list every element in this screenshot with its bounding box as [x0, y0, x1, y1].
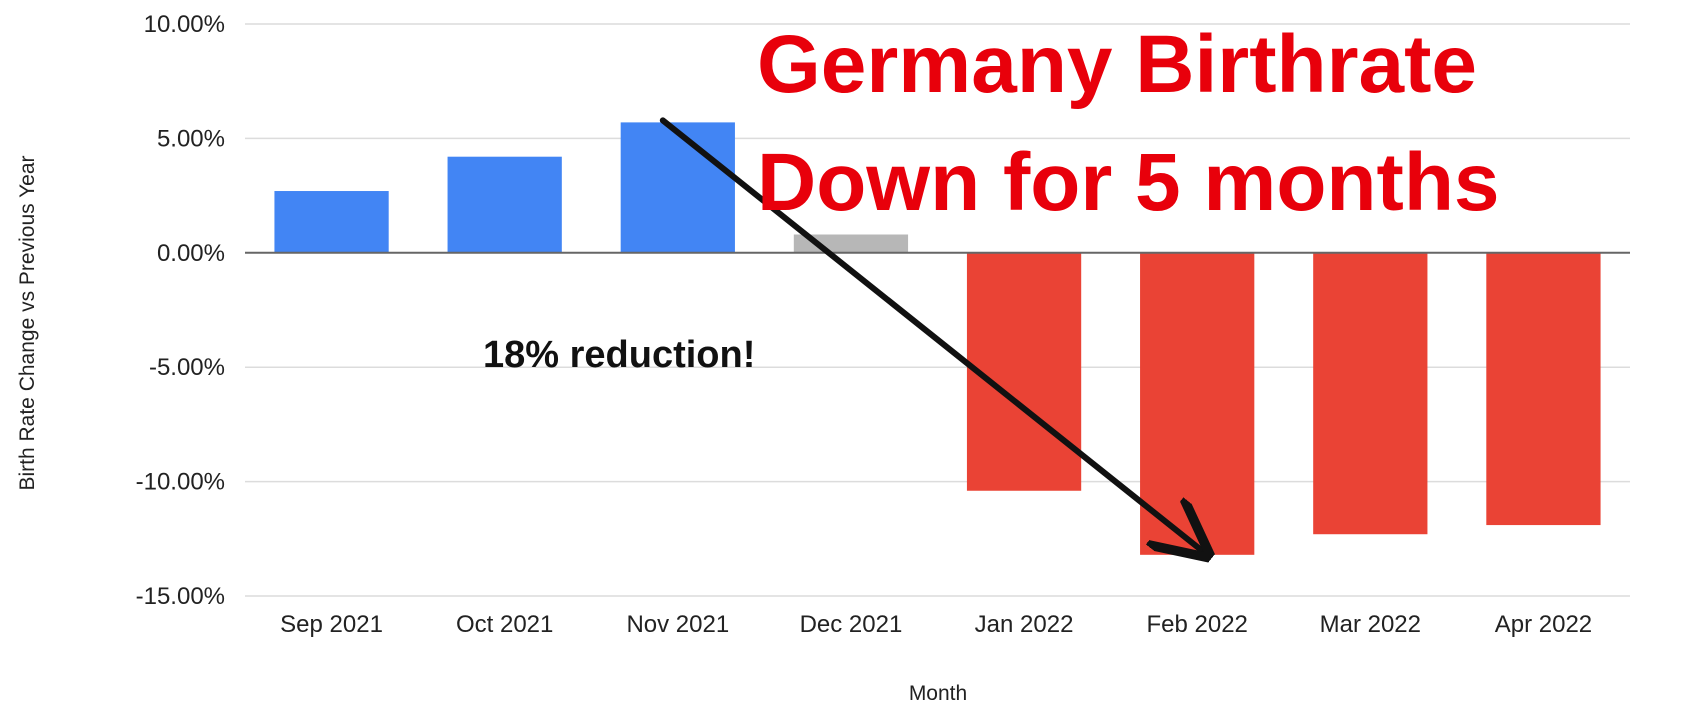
- bar: [274, 191, 389, 253]
- x-tick-label: Apr 2022: [1495, 611, 1592, 638]
- headline-line-2: Down for 5 months: [757, 137, 1500, 228]
- x-tick-label: Dec 2021: [800, 611, 903, 638]
- bar: [1140, 252, 1255, 555]
- y-tick-label: 0.00%: [157, 240, 225, 267]
- y-tick-label: -5.00%: [149, 354, 225, 381]
- y-tick-label: -15.00%: [136, 583, 225, 610]
- y-axis-title: Birth Rate Change vs Previous Year: [16, 155, 39, 490]
- reduction-callout: 18% reduction!: [483, 334, 755, 376]
- bar: [447, 156, 562, 253]
- y-tick-label: 5.00%: [157, 125, 225, 152]
- bar: [966, 252, 1082, 491]
- headline-line-1: Germany Birthrate: [757, 19, 1477, 110]
- bar: [1486, 252, 1601, 526]
- y-tick-label: 10.00%: [144, 11, 225, 38]
- y-tick-label: -10.00%: [136, 469, 225, 496]
- y-tick-labels: 10.00% 5.00% 0.00% -5.00% -10.00% -15.00%: [136, 11, 225, 610]
- x-tick-label: Sep 2021: [280, 611, 383, 638]
- x-tick-label: Jan 2022: [975, 611, 1074, 638]
- x-tick-label: Nov 2021: [626, 611, 729, 638]
- x-tick-label: Mar 2022: [1320, 611, 1421, 638]
- x-axis-title: Month: [909, 682, 967, 704]
- trend-arrow: [659, 117, 1202, 550]
- x-tick-label: Oct 2021: [456, 611, 553, 638]
- x-tick-labels: Sep 2021 Oct 2021 Nov 2021 Dec 2021 Jan 2022…: [280, 611, 1592, 638]
- bar: [620, 122, 735, 253]
- x-tick-label: Feb 2022: [1146, 611, 1247, 638]
- bars: [274, 122, 1601, 555]
- bar: [1313, 252, 1428, 535]
